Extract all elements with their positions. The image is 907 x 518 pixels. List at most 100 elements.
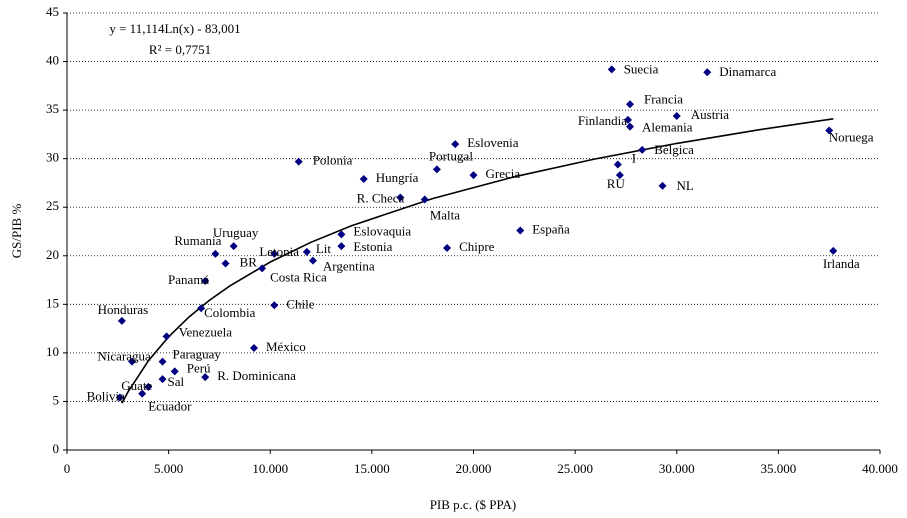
point-label: Chipre — [459, 239, 495, 254]
point-label: Eslovenia — [467, 135, 518, 150]
point — [158, 375, 167, 384]
x-tick-label: 30.000 — [659, 461, 695, 476]
y-tick-label: 5 — [53, 392, 60, 407]
point-label: Perú — [187, 360, 211, 375]
x-tick-label: 15.000 — [354, 461, 390, 476]
point — [270, 301, 279, 310]
point-label: Dinamarca — [719, 64, 776, 79]
x-tick-label: 5.000 — [154, 461, 183, 476]
point-label: Irlanda — [823, 256, 860, 271]
point-label: Paraguay — [173, 347, 222, 362]
point — [229, 242, 238, 251]
point-label: Ecuador — [148, 399, 192, 414]
point — [626, 100, 635, 109]
y-axis-title: GS/PIB % — [9, 204, 24, 259]
point — [117, 316, 126, 325]
point — [615, 171, 624, 180]
point-label: Argentina — [323, 259, 375, 274]
point-label: RU — [607, 176, 626, 191]
point — [308, 256, 317, 265]
point-label: Suecia — [624, 61, 659, 76]
point-label: Hungría — [376, 170, 419, 185]
point-label: Austria — [691, 107, 730, 122]
point — [672, 111, 681, 120]
point — [270, 249, 279, 258]
point-label: Nicaragua — [97, 349, 151, 364]
x-axis-title: PIB p.c. ($ PPA) — [430, 497, 517, 512]
point — [128, 357, 137, 366]
point-label: Guate — [121, 378, 152, 393]
y-tick-label: 30 — [46, 150, 59, 165]
point-label: R. Dominicana — [217, 368, 296, 383]
point — [626, 122, 635, 131]
y-tick-label: 0 — [53, 441, 60, 456]
point — [825, 126, 834, 135]
point — [201, 277, 210, 286]
point-label: Letonia — [259, 244, 299, 259]
point-label: Malta — [430, 207, 461, 222]
point-label: México — [266, 339, 306, 354]
point — [432, 165, 441, 174]
point — [221, 259, 230, 268]
y-tick-label: 15 — [46, 295, 59, 310]
point — [302, 247, 311, 256]
point — [623, 115, 632, 124]
point — [703, 68, 712, 77]
point-label: R. Checa — [357, 190, 405, 205]
point — [396, 193, 405, 202]
x-tick-label: 0 — [64, 461, 71, 476]
trend-equation: y = 11,114Ln(x) - 83,001 — [109, 21, 240, 36]
point-label: Venezuela — [179, 324, 233, 339]
y-tick-label: 20 — [46, 247, 59, 262]
point — [451, 140, 460, 149]
y-tick-label: 25 — [46, 198, 59, 213]
point — [115, 393, 124, 402]
point — [211, 249, 220, 258]
point — [829, 246, 838, 255]
point-label: Costa Rica — [270, 269, 327, 284]
x-tick-label: 40.000 — [862, 461, 898, 476]
point-label: Sal — [168, 374, 185, 389]
point — [258, 264, 267, 273]
point — [138, 389, 147, 398]
r-squared: R² = 0,7751 — [149, 42, 211, 57]
point-label: Polonia — [313, 153, 353, 168]
point-label: España — [532, 222, 570, 237]
point — [658, 181, 667, 190]
point — [638, 145, 647, 154]
point — [197, 304, 206, 313]
point-label: Bélgica — [654, 142, 694, 157]
point-label: Rumania — [174, 233, 221, 248]
point — [201, 373, 210, 382]
point — [607, 65, 616, 74]
point-label: Lit — [316, 241, 332, 256]
y-tick-label: 40 — [46, 53, 59, 68]
point-label: Alemania — [642, 120, 693, 135]
point-label: Finlandia — [578, 113, 627, 128]
x-tick-label: 25.000 — [557, 461, 593, 476]
point — [359, 175, 368, 184]
y-tick-label: 45 — [46, 4, 59, 19]
point — [516, 226, 525, 235]
point-label: Portugal — [429, 148, 473, 163]
point — [443, 244, 452, 253]
point — [337, 242, 346, 251]
point-label: Eslovaquia — [353, 223, 411, 238]
point-label: Uruguay — [213, 225, 259, 240]
point — [162, 332, 171, 341]
point-label: Colombia — [204, 305, 256, 320]
point — [294, 157, 303, 166]
y-tick-label: 35 — [46, 101, 59, 116]
point-label: Chile — [286, 296, 314, 311]
point — [337, 230, 346, 239]
point-label: Honduras — [98, 302, 149, 317]
x-tick-label: 20.000 — [456, 461, 492, 476]
point-label: Grecia — [486, 166, 521, 181]
trendline — [121, 118, 834, 404]
point-label: NL — [677, 178, 694, 193]
point — [249, 344, 258, 353]
point — [144, 382, 153, 391]
point — [469, 171, 478, 180]
point-label: Panamá — [168, 272, 209, 287]
